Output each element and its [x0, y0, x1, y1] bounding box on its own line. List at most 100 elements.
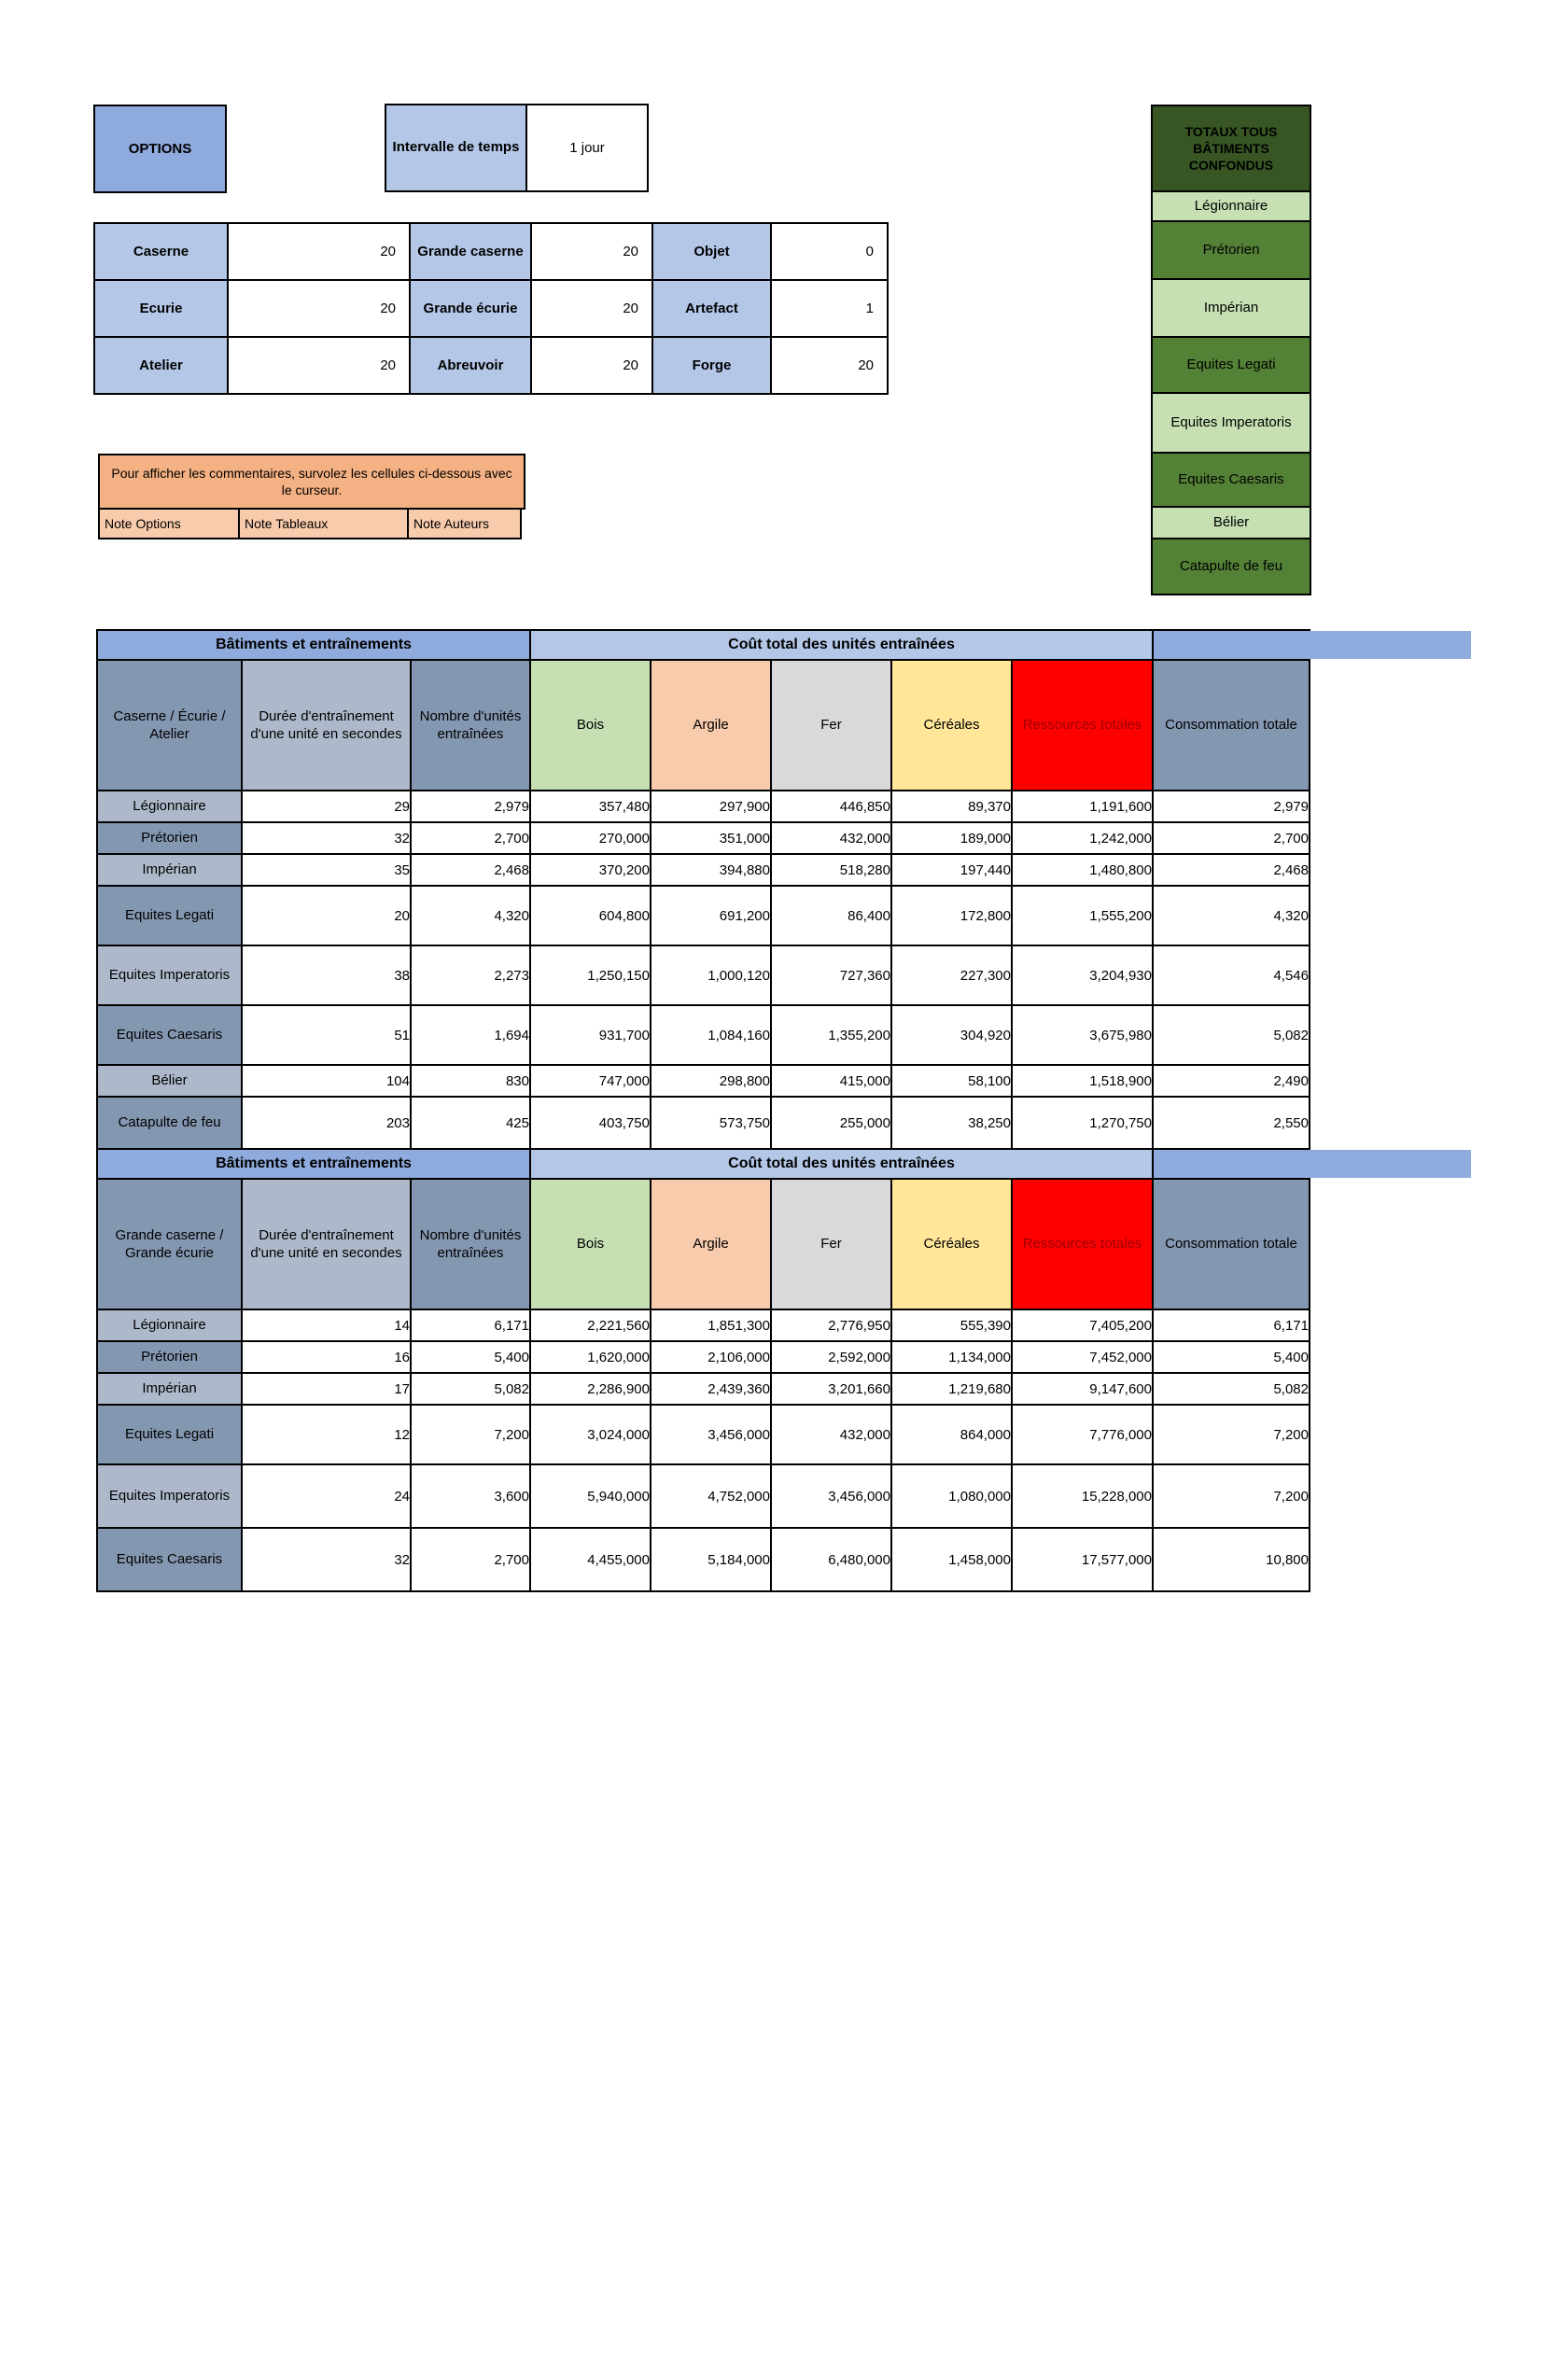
value-cell: 2,979 — [410, 790, 531, 823]
value-cell: 2,592,000 — [770, 1340, 892, 1374]
value-cell: 255,000 — [770, 1096, 892, 1150]
building-level-value[interactable]: 20 — [530, 336, 653, 395]
value-cell: 9,147,600 — [1011, 1372, 1154, 1406]
unit-row: Equites Caesaris 32 2,700 4,455,000 5,184,00… — [96, 1527, 1310, 1592]
value-cell: 2,286,900 — [529, 1372, 651, 1406]
value-cell: 189,000 — [890, 821, 1013, 855]
totals-unit-pretorien[interactable]: Prétorien — [1151, 222, 1311, 280]
column-header: Bois — [529, 1178, 651, 1310]
value-cell: 4,320 — [1152, 885, 1310, 946]
value-cell: 17,577,000 — [1011, 1527, 1154, 1592]
building-level-value[interactable]: 20 — [227, 279, 411, 338]
header-extension-band — [1309, 631, 1471, 659]
value-cell: 2,700 — [1152, 821, 1310, 855]
unit-label-cell: Bélier — [96, 1064, 243, 1098]
value-cell: 6,480,000 — [770, 1527, 892, 1592]
totals-unit-legionnaire[interactable]: Légionnaire — [1151, 192, 1311, 222]
unit-row: Impérian 35 2,468 370,200 394,880 518,280 197,… — [96, 853, 1310, 887]
value-cell: 1,270,750 — [1011, 1096, 1154, 1150]
comments-hint-text: Pour afficher les commentaires, survolez… — [98, 454, 525, 510]
section-header-batiments: Bâtiments et entraînements — [96, 1148, 531, 1180]
totals-unit-belier[interactable]: Bélier — [1151, 508, 1311, 539]
value-cell: 727,360 — [770, 945, 892, 1006]
totals-unit-equites-imperatoris[interactable]: Equites Imperatoris — [1151, 394, 1311, 454]
building-label: Grande caserne — [409, 222, 532, 281]
unit-label-cell: Légionnaire — [96, 1309, 243, 1342]
section-header-batiments: Bâtiments et entraînements — [96, 629, 531, 661]
value-cell: 2,776,950 — [770, 1309, 892, 1342]
value-cell: 931,700 — [529, 1004, 651, 1066]
unit-label-cell: Equites Imperatoris — [96, 945, 243, 1006]
value-cell: 403,750 — [529, 1096, 651, 1150]
interval-value-cell[interactable]: 1 jour — [525, 104, 649, 192]
value-cell: 17 — [241, 1372, 412, 1406]
totals-unit-imperian[interactable]: Impérian — [1151, 280, 1311, 338]
building-level-value[interactable]: 1 — [770, 279, 889, 338]
building-level-value[interactable]: 20 — [227, 336, 411, 395]
value-cell: 1,518,900 — [1011, 1064, 1154, 1098]
unit-row: Légionnaire 14 6,171 2,221,560 1,851,300 2,77… — [96, 1309, 1310, 1342]
value-cell: 7,200 — [1152, 1404, 1310, 1465]
value-cell: 5,082 — [1152, 1004, 1310, 1066]
value-cell: 1,620,000 — [529, 1340, 651, 1374]
value-cell: 3,204,930 — [1011, 945, 1154, 1006]
building-levels-grid: Caserne 20 Grande caserne 20 Objet 0 Ecu… — [93, 222, 889, 395]
totals-unit-equites-legati[interactable]: Equites Legati — [1151, 338, 1311, 394]
totals-unit-catapulte[interactable]: Catapulte de feu — [1151, 539, 1311, 595]
value-cell: 24 — [241, 1463, 412, 1529]
value-cell: 2,468 — [1152, 853, 1310, 887]
value-cell: 351,000 — [650, 821, 772, 855]
value-cell: 1,355,200 — [770, 1004, 892, 1066]
totals-unit-equites-caesaris[interactable]: Equites Caesaris — [1151, 454, 1311, 508]
value-cell: 7,452,000 — [1011, 1340, 1154, 1374]
section-header-cout-total: Coût total des unités entraînées — [529, 629, 1154, 661]
building-level-value[interactable]: 20 — [530, 222, 653, 281]
value-cell: 5,400 — [1152, 1340, 1310, 1374]
unit-label-cell: Equites Legati — [96, 885, 243, 946]
value-cell: 5,940,000 — [529, 1463, 651, 1529]
value-cell: 227,300 — [890, 945, 1013, 1006]
value-cell: 1,191,600 — [1011, 790, 1154, 823]
column-header: Argile — [650, 659, 772, 791]
note-auteurs-cell[interactable]: Note Auteurs — [407, 508, 522, 539]
building-level-value[interactable]: 20 — [227, 222, 411, 281]
value-cell: 203 — [241, 1096, 412, 1150]
value-cell: 3,675,980 — [1011, 1004, 1154, 1066]
interval-group: Intervalle de temps 1 jour — [385, 104, 649, 192]
value-cell: 1,851,300 — [650, 1309, 772, 1342]
value-cell: 555,390 — [890, 1309, 1013, 1342]
value-cell: 1,000,120 — [650, 945, 772, 1006]
value-cell: 5,184,000 — [650, 1527, 772, 1592]
column-header: Durée d'entraînement d'une unité en seco… — [241, 659, 412, 791]
options-header-cell[interactable]: OPTIONS — [93, 105, 227, 193]
building-level-value[interactable]: 20 — [770, 336, 889, 395]
building-level-value[interactable]: 20 — [530, 279, 653, 338]
value-cell: 370,200 — [529, 853, 651, 887]
building-label: Grande écurie — [409, 279, 532, 338]
value-cell: 7,405,200 — [1011, 1309, 1154, 1342]
building-label: Ecurie — [93, 279, 229, 338]
value-cell: 3,600 — [410, 1463, 531, 1529]
note-tableaux-cell[interactable]: Note Tableaux — [238, 508, 409, 539]
building-level-value[interactable]: 0 — [770, 222, 889, 281]
cost-table-caserne: Bâtiments et entraînements Coût total des… — [96, 629, 1310, 1150]
value-cell: 2,979 — [1152, 790, 1310, 823]
value-cell: 2,221,560 — [529, 1309, 651, 1342]
value-cell: 12 — [241, 1404, 412, 1465]
value-cell: 691,200 — [650, 885, 772, 946]
value-cell: 6,171 — [410, 1309, 531, 1342]
unit-row: Equites Legati 12 7,200 3,024,000 3,456,000 4… — [96, 1404, 1310, 1465]
interval-label-cell: Intervalle de temps — [385, 104, 527, 192]
value-cell: 270,000 — [529, 821, 651, 855]
note-options-cell[interactable]: Note Options — [98, 508, 240, 539]
unit-row: Prétorien 32 2,700 270,000 351,000 432,000 189… — [96, 821, 1310, 855]
value-cell: 38,250 — [890, 1096, 1013, 1150]
column-header: Céréales — [890, 1178, 1013, 1310]
cost-table-grande-caserne: Bâtiments et entraînements Coût total des… — [96, 1148, 1310, 1592]
section-header-corner — [1152, 1148, 1310, 1180]
unit-label-cell: Equites Imperatoris — [96, 1463, 243, 1529]
value-cell: 5,082 — [1152, 1372, 1310, 1406]
value-cell: 4,546 — [1152, 945, 1310, 1006]
unit-row: Equites Imperatoris 24 3,600 5,940,000 4,752… — [96, 1463, 1310, 1529]
